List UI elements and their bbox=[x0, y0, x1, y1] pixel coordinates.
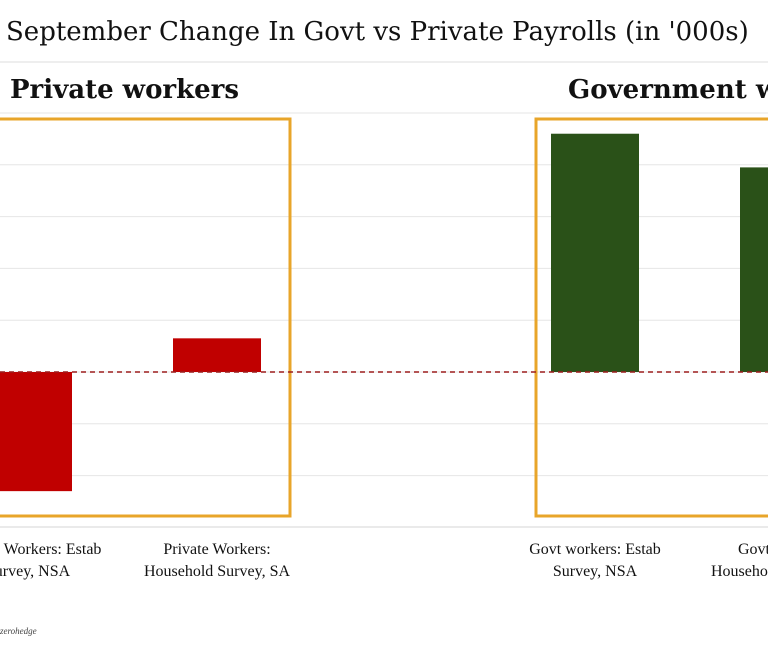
group-box bbox=[0, 117, 292, 518]
category-label: Govt workers: Household Survey, SA bbox=[711, 541, 768, 580]
group-label: Private workers bbox=[10, 75, 239, 105]
source-watermark: zerohedge bbox=[0, 626, 37, 636]
category-label-line: Survey, NSA bbox=[553, 563, 638, 580]
chart-title: September Change In Govt vs Private Payr… bbox=[6, 17, 749, 47]
bar bbox=[740, 167, 768, 372]
category-label: Private Workers: Household Survey, SA bbox=[144, 541, 291, 580]
category-label-line: Private Workers: bbox=[163, 541, 270, 558]
gridlines bbox=[0, 112, 768, 528]
group-boxes: Private workers Government workers bbox=[0, 75, 768, 518]
group-label: Government workers bbox=[568, 75, 768, 105]
category-label: Private Workers: Estab Survey, NSA bbox=[0, 541, 101, 580]
bar bbox=[551, 133, 639, 372]
bars bbox=[0, 133, 768, 492]
bar bbox=[173, 338, 261, 372]
category-label-line: Household Survey, SA bbox=[711, 563, 768, 580]
category-label-line: Govt workers: Estab bbox=[529, 541, 661, 558]
category-label-line: Household Survey, SA bbox=[144, 563, 291, 580]
category-label-line: Survey, NSA bbox=[0, 563, 71, 580]
bar bbox=[0, 372, 72, 492]
group-box bbox=[534, 117, 768, 518]
category-label-line: Private Workers: Estab bbox=[0, 541, 101, 558]
category-label-line: Govt workers: bbox=[738, 541, 768, 558]
category-label: Govt workers: Estab Survey, NSA bbox=[529, 541, 661, 580]
